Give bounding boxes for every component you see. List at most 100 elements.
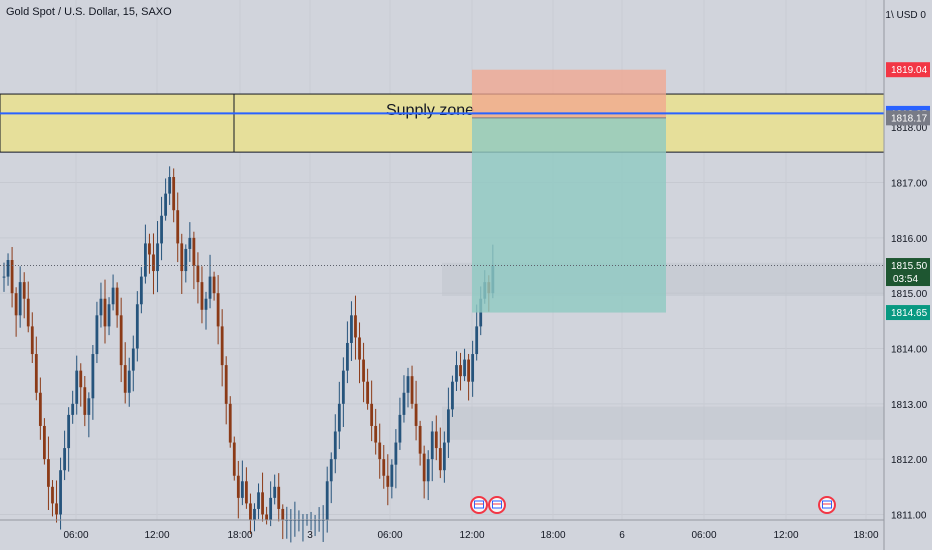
price-tick-label: 1812.00 bbox=[891, 455, 928, 466]
candle-body bbox=[91, 354, 95, 399]
time-axis-label: 06:00 bbox=[691, 530, 716, 541]
range-box-lower bbox=[442, 406, 884, 440]
candle-body bbox=[127, 370, 131, 393]
candle-body bbox=[232, 442, 236, 476]
candle-body bbox=[22, 282, 26, 299]
candle-body bbox=[463, 359, 466, 377]
time-axis-label: 18:00 bbox=[227, 530, 252, 541]
candle-body bbox=[447, 409, 450, 443]
price-badge-label: 1815.50 bbox=[891, 261, 928, 272]
candle-body bbox=[119, 315, 123, 366]
candle-body bbox=[281, 508, 285, 520]
time-axis-label: 06:00 bbox=[377, 530, 402, 541]
candle-body bbox=[382, 459, 386, 476]
candle-body bbox=[273, 486, 277, 498]
candle-body bbox=[386, 475, 390, 487]
candle-body bbox=[451, 381, 454, 410]
candle-body bbox=[434, 431, 438, 449]
candle-body bbox=[18, 282, 22, 316]
candle-body bbox=[398, 414, 402, 443]
candle-body bbox=[414, 403, 418, 426]
candle-body bbox=[333, 431, 337, 460]
candle-body bbox=[390, 464, 394, 487]
candle-body bbox=[249, 503, 252, 520]
candle-body bbox=[438, 448, 442, 471]
candle-body bbox=[184, 248, 188, 272]
price-badge bbox=[886, 258, 930, 287]
candle-body bbox=[6, 260, 10, 277]
candle-body bbox=[200, 282, 204, 310]
price-badge bbox=[886, 62, 930, 78]
candle-body bbox=[71, 403, 75, 415]
candle-body bbox=[245, 481, 248, 504]
candle-body bbox=[26, 298, 30, 327]
candle-body bbox=[455, 365, 458, 382]
candle-body bbox=[10, 260, 14, 294]
candle-body bbox=[212, 276, 216, 294]
candle-body bbox=[144, 243, 147, 277]
candle-body bbox=[475, 326, 479, 355]
candle-body bbox=[240, 481, 244, 498]
supply-zone bbox=[0, 93, 885, 153]
candle-body bbox=[139, 276, 143, 305]
candle-body bbox=[188, 237, 192, 249]
candle-body bbox=[325, 481, 329, 520]
candle-body bbox=[370, 403, 374, 426]
candle-body bbox=[196, 265, 200, 283]
candle-body bbox=[103, 298, 107, 327]
candle-body bbox=[220, 326, 224, 366]
candle-body bbox=[216, 293, 220, 327]
candle-body bbox=[75, 370, 79, 404]
candle-body bbox=[362, 359, 365, 382]
price-tick-label: 1815.00 bbox=[891, 289, 928, 300]
time-axis-label: 3 bbox=[307, 530, 313, 541]
currency-unit[interactable]: 1\ USD 0 bbox=[885, 10, 926, 21]
candle-body bbox=[180, 243, 184, 272]
candle-body bbox=[422, 453, 426, 482]
candle-body bbox=[83, 387, 87, 415]
symbol-title[interactable]: Gold Spot / U.S. Dollar, 15, SAXO bbox=[6, 6, 172, 18]
candle-body bbox=[228, 403, 232, 443]
candle-body bbox=[337, 403, 341, 432]
candle-body bbox=[123, 365, 127, 393]
time-axis-label: 18:00 bbox=[540, 530, 565, 541]
candle-body bbox=[51, 486, 54, 504]
candle-body bbox=[107, 304, 111, 327]
candle-body bbox=[467, 359, 470, 382]
candle-body bbox=[79, 370, 83, 388]
time-axis-label: 06:00 bbox=[63, 530, 88, 541]
time-axis-label: 18:00 bbox=[853, 530, 878, 541]
candle-body bbox=[366, 381, 369, 404]
candle-body bbox=[131, 348, 135, 371]
candle-body bbox=[176, 210, 180, 244]
candle-body bbox=[38, 392, 42, 426]
candle-body bbox=[341, 370, 345, 404]
candle-body bbox=[374, 425, 378, 443]
candle-body bbox=[418, 425, 422, 454]
supply-zone-label: Supply zone bbox=[386, 102, 474, 119]
candle-body bbox=[14, 293, 18, 316]
candle-body bbox=[329, 459, 333, 482]
candle-body bbox=[111, 287, 115, 305]
candle-body bbox=[30, 326, 34, 355]
candle-body bbox=[459, 365, 462, 377]
candle-body bbox=[168, 177, 172, 194]
candle-body bbox=[358, 337, 361, 360]
candle-body bbox=[2, 276, 6, 278]
price-badge bbox=[886, 305, 930, 321]
chart-grid bbox=[0, 126, 884, 515]
candle-body bbox=[87, 398, 91, 415]
candle-body bbox=[430, 431, 434, 460]
candle-body bbox=[192, 237, 196, 266]
price-badge bbox=[886, 110, 930, 126]
candle-body bbox=[135, 304, 139, 349]
candle-body bbox=[442, 442, 446, 471]
candle-body bbox=[95, 315, 99, 355]
candle-body bbox=[265, 514, 268, 520]
candle-body bbox=[115, 287, 119, 316]
candle-body bbox=[208, 276, 212, 299]
candle-body bbox=[471, 354, 475, 382]
